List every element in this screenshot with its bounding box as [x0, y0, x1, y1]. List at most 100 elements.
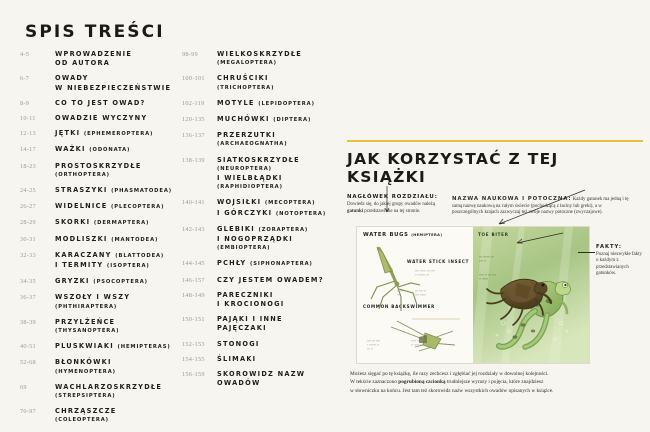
outro-paragraph: Możesz sięgać po tę książkę, ile razy ze…	[350, 370, 644, 395]
book-spread-page: SPIS TREŚCI 4-5 WPROWADZENIE OD AUTORA 6-7 O…	[20, 22, 644, 423]
toc-entry-pages: 38-39	[20, 318, 36, 326]
toc-entry-line: CO TO JEST OWAD?	[55, 98, 146, 107]
toc-entry[interactable]: 150-151 PAJĄKI I INNE PAJĘCZAKI	[182, 315, 334, 333]
toc-entry-label: CO TO JEST OWAD?	[55, 99, 172, 108]
toc-entry-latin: (MEGALOPTERA)	[217, 60, 277, 67]
toc-entry-label: SKORKI (DERMAPTERA)	[55, 218, 172, 228]
toc-entry-label: STONOGI	[217, 340, 334, 349]
toc-entry-latin: (SIPHONAPTERA)	[249, 261, 313, 268]
toc-entry[interactable]: 69 WACHLARZOSKRZYDŁE (STREPSIPTERA)	[20, 383, 172, 401]
toc-entry-line: ŚLIMAKI	[217, 354, 257, 363]
toc-entry[interactable]: 24-25 STRASZYKI (PHASMATODEA)	[20, 186, 172, 196]
toc-entry-line: WSZOŁY I WSZY	[55, 293, 131, 302]
toc-entry[interactable]: 146-157 CZY JESTEM OWADEM?	[182, 276, 334, 285]
toc-entry[interactable]: 8-9 CO TO JEST OWAD?	[20, 99, 172, 108]
toc-entry[interactable]: 52-68 BŁONKÓWKI (HYMENOPTERA)	[20, 358, 172, 376]
toc-entry-label: PRZERZUTKI (ARCHAEOGNATHA)	[217, 131, 334, 149]
label-water-bugs: WATER BUGS (HEMIPTERA)	[363, 232, 442, 238]
toc-entry[interactable]: 18-23 PROSTOSKRZYDŁE (ORTHOPTERA)	[20, 162, 172, 180]
callout-scientific-name: NAZWA NAUKOWA I POTOCZNA: Każdy gatunek …	[452, 194, 632, 217]
callout-chapter-heading: NAGŁÓWEK ROZDZIAŁU: Dowiedz się, do jaki…	[347, 194, 441, 217]
toc-entry-line: PRZERZUTKI	[217, 131, 276, 140]
toc-entry-pages: 148-149	[182, 291, 205, 299]
toc-entry[interactable]: 38-39 PRZYLŻEŃCE (THYSANOPTERA)	[20, 318, 172, 336]
toc-entry-pages: 4-5	[20, 51, 30, 58]
water-stick-insect-drawing	[370, 246, 460, 320]
toc-entry-latin: (EPHEMEROPTERA)	[83, 131, 154, 138]
callout-chapter-heading-body: Dowiedz się, do jakiej grupy owadów nale…	[347, 202, 441, 215]
toc-column-left: 4-5 WPROWADZENIE OD AUTORA 6-7 OWADY W NIEBEZ…	[20, 50, 172, 432]
toc-entry-latin: (THYSANOPTERA)	[55, 328, 120, 335]
toc-entry[interactable]: 6-7 OWADY W NIEBEZPIECZEŃSTWIE	[20, 74, 172, 92]
toc-entry[interactable]: 154-155 ŚLIMAKI	[182, 355, 334, 364]
toc-entry[interactable]: 12-13 JĘTKI (EPHEMEROPTERA)	[20, 129, 172, 139]
toc-entry-name: WOJSIŁKI	[217, 198, 262, 207]
toc-entry[interactable]: 4-5 WPROWADZENIE OD AUTORA	[20, 50, 172, 68]
toc-entry-name: GRYZKI	[55, 277, 90, 286]
toc-entry[interactable]: 100-101 CHRUŚCIKI (TRICHOPTERA)	[182, 74, 334, 92]
toc-entry-line: SKORKI (DERMAPTERA)	[55, 218, 172, 228]
toc-entry-name: PCHŁY	[217, 259, 247, 268]
toc-entry-line: I GÓRCZYKI (NOTOPTERA)	[217, 209, 334, 219]
toc-entry-line: MUCHÓWKI (DIPTERA)	[217, 115, 334, 125]
outro-line-3: w słowniczku na końcu. Jest tam też skor…	[350, 387, 554, 394]
toc-entry-latin: (NEUROPTERA)	[217, 165, 272, 172]
toc-entry-latin: (PHASMATODEA)	[111, 188, 173, 195]
toc-entry[interactable]: 156-159 SKOROWIDZ NAZW OWADÓW	[182, 370, 334, 388]
toc-entry-label: WACHLARZOSKRZYDŁE (STREPSIPTERA)	[55, 383, 172, 401]
toc-entry-name: SKORKI	[55, 218, 91, 227]
toc-entry[interactable]: 138-139 SIATKOSKRZYDŁE (NEUROPTERA) I WIELB…	[182, 156, 334, 193]
toc-entry-pages: 102-119	[182, 99, 205, 107]
outro-line-2-bold: pogrubioną czcionką	[398, 379, 446, 386]
toc-entry[interactable]: 28-29 SKORKI (DERMAPTERA)	[20, 218, 172, 228]
toc-entry-pages: 26-27	[20, 203, 36, 211]
toc-entry-line: BŁONKÓWKI	[55, 358, 112, 367]
toc-entry-pages: 136-137	[182, 132, 205, 140]
toc-entry[interactable]: 144-145 PCHŁY (SIPHONAPTERA)	[182, 259, 334, 269]
toc-entry-line: CHRZĄSZCZE	[55, 407, 117, 416]
toc-entry-line: SIATKOSKRZYDŁE	[217, 155, 300, 164]
toc-entry-pages: 34-35	[20, 278, 36, 286]
toc-entry-latin: (ORTHOPTERA)	[55, 171, 110, 178]
toc-entry-latin: (ARCHAEOGNATHA)	[217, 141, 288, 148]
toc-entry[interactable]: 120-135 MUCHÓWKI (DIPTERA)	[182, 115, 334, 125]
toc-entry[interactable]: 36-37 WSZOŁY I WSZY (PHTHIRAPTERA)	[20, 293, 172, 311]
toc-entry[interactable]: 10-11 OWADZIE WYCZYNY	[20, 114, 172, 123]
toc-entry-latin: (ZORAPTERA)	[258, 226, 309, 233]
toc-entry[interactable]: 40-51 PLUSKWIAKI (HEMIPTERAS)	[20, 342, 172, 352]
toc-entry[interactable]: 136-137 PRZERZUTKI (ARCHAEOGNATHA)	[182, 131, 334, 149]
toc-entry-pages: 140-141	[182, 199, 205, 207]
toc-entry[interactable]: 142-143 GLEBIKI (ZORAPTERA) I NOGOPRZĄDKI(…	[182, 225, 334, 254]
toc-entry[interactable]: 152-153 STONOGI	[182, 340, 334, 349]
toc-entry[interactable]: 32-33 KARACZANY (BLATTODEA) I TERMITY (ISO…	[20, 251, 172, 271]
toc-entry[interactable]: 148-149 PARECZNIKI I KROCIONOGI	[182, 291, 334, 309]
toc-entry-pages: 24-25	[20, 187, 36, 195]
toc-entry-line: I KROCIONOGI	[217, 300, 285, 309]
toc-entry-line: OWADY	[55, 74, 89, 83]
toc-entry-line: I TERMITY (ISOPTERA)	[55, 261, 172, 271]
page-title: SPIS TREŚCI	[25, 22, 165, 42]
callout-left-text-bold: gatunki	[347, 208, 364, 214]
toc-entry-label: MODLISZKI (MANTODEA)	[55, 235, 172, 245]
toc-entry[interactable]: 34-35 GRYZKI (PSOCOPTERA)	[20, 277, 172, 287]
toc-entry[interactable]: 98-99 WIELKOSKRZYDŁE (MEGALOPTERA)	[182, 50, 334, 68]
toc-entry-pages: 8-9	[20, 99, 30, 107]
toc-entry-latin: (RAPHIDIOPTERA)	[217, 184, 283, 191]
toc-entry-line: STONOGI	[217, 339, 260, 348]
toc-entry-line: KARACZANY (BLATTODEA)	[55, 251, 172, 261]
toc-entry-name: KARACZANY	[55, 250, 112, 259]
toc-entry-line: PAJĄKI I INNE	[217, 315, 283, 324]
toc-entry-name: STRASZYKI	[55, 186, 108, 195]
toc-entry[interactable]: 140-141 WOJSIŁKI (MECOPTERA) I GÓRCZYKI (N…	[182, 198, 334, 218]
toc-entry[interactable]: 14-17 WAŻKI (ODONATA)	[20, 145, 172, 155]
toc-entry-label: WIELKOSKRZYDŁE (MEGALOPTERA)	[217, 50, 334, 68]
toc-entry-line: GLEBIKI (ZORAPTERA)	[217, 225, 334, 235]
toc-entry[interactable]: 102-119 MOTYLE (LEPIDOPTERA)	[182, 99, 334, 109]
toc-entry-pages: 36-37	[20, 294, 36, 302]
toc-entry[interactable]: 70-97 CHRZĄSZCZE (COLEOPTERA)	[20, 407, 172, 425]
toc-entry-name: WIDELNICE	[55, 202, 108, 211]
toc-entry[interactable]: 26-27 WIDELNICE (PLECOPTERA)	[20, 202, 172, 212]
toc-entry[interactable]: 30-31 MODLISZKI (MANTODEA)	[20, 235, 172, 245]
toc-entry-label: WPROWADZENIE OD AUTORA	[55, 50, 172, 68]
toc-entry-line: PARECZNIKI	[217, 290, 274, 299]
